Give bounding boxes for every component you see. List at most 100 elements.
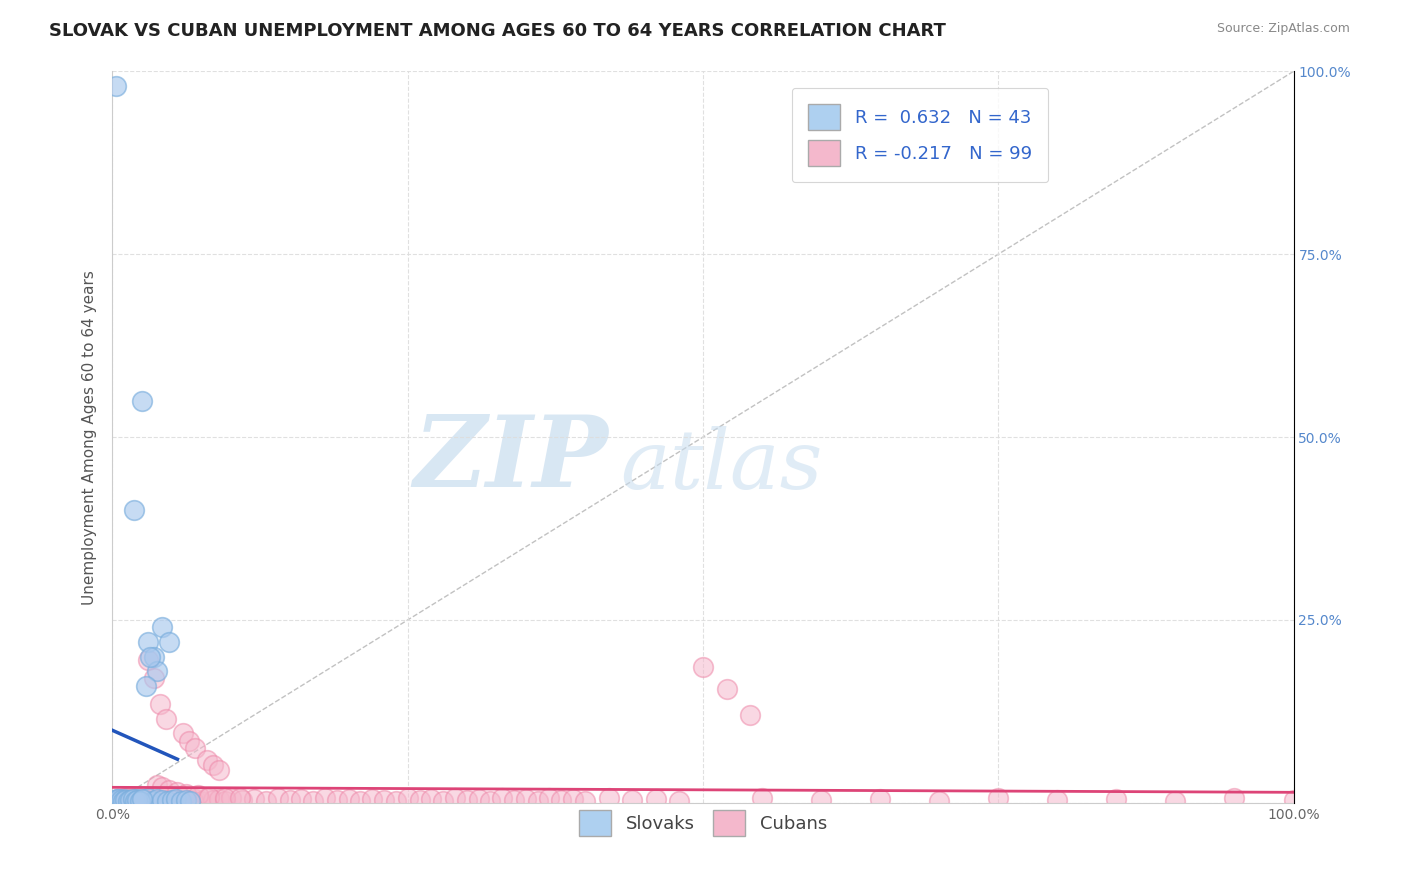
Point <box>385 794 408 808</box>
Point <box>716 682 738 697</box>
Point <box>302 794 325 808</box>
Point <box>208 763 231 777</box>
Point <box>155 790 177 805</box>
Point <box>136 791 159 805</box>
Point <box>112 794 135 808</box>
Point <box>174 793 197 807</box>
Point <box>111 793 134 807</box>
Point <box>104 793 127 807</box>
Point <box>396 791 419 805</box>
Point <box>149 792 172 806</box>
Point <box>118 793 141 807</box>
Point <box>142 649 165 664</box>
Point <box>131 792 153 806</box>
Point <box>598 791 620 805</box>
Point <box>174 787 197 801</box>
Point <box>491 791 513 805</box>
Point <box>132 793 155 807</box>
Point <box>110 793 132 807</box>
Point <box>142 794 165 808</box>
Point <box>146 664 169 678</box>
Y-axis label: Unemployment Among Ages 60 to 64 years: Unemployment Among Ages 60 to 64 years <box>82 269 97 605</box>
Point <box>157 793 180 807</box>
Point <box>122 503 145 517</box>
Point <box>136 653 159 667</box>
Point <box>214 790 236 805</box>
Point <box>155 712 177 726</box>
Point <box>125 794 148 808</box>
Point <box>869 792 891 806</box>
Point <box>112 791 135 805</box>
Point <box>150 794 173 808</box>
Point <box>987 791 1010 805</box>
Point <box>1046 793 1069 807</box>
Point <box>127 793 149 807</box>
Point <box>120 793 142 807</box>
Point <box>150 780 173 794</box>
Point <box>201 757 224 772</box>
Point <box>136 635 159 649</box>
Point <box>111 793 134 807</box>
Point <box>120 793 142 807</box>
Point <box>692 660 714 674</box>
Point <box>181 794 204 808</box>
Legend: Slovaks, Cubans: Slovaks, Cubans <box>569 801 837 845</box>
Point <box>150 793 173 807</box>
Point <box>810 793 832 807</box>
Point <box>105 792 128 806</box>
Point <box>254 794 277 808</box>
Point <box>526 794 548 808</box>
Point <box>135 792 157 806</box>
Point <box>278 793 301 807</box>
Point <box>112 794 135 808</box>
Point <box>1223 790 1246 805</box>
Point <box>122 792 145 806</box>
Point <box>538 790 561 805</box>
Point <box>139 794 162 808</box>
Point <box>166 794 188 808</box>
Point <box>146 792 169 806</box>
Point <box>231 793 253 807</box>
Point <box>550 793 572 807</box>
Point <box>1105 792 1128 806</box>
Point <box>515 792 537 806</box>
Point <box>146 778 169 792</box>
Point <box>267 790 290 805</box>
Point <box>361 792 384 806</box>
Point <box>1282 793 1305 807</box>
Point <box>503 793 526 807</box>
Point <box>166 785 188 799</box>
Point <box>574 794 596 808</box>
Point <box>337 792 360 806</box>
Point <box>160 792 183 806</box>
Point <box>314 791 336 805</box>
Point <box>157 782 180 797</box>
Point <box>118 789 141 804</box>
Point <box>131 393 153 408</box>
Point <box>214 794 236 808</box>
Text: Source: ZipAtlas.com: Source: ZipAtlas.com <box>1216 22 1350 36</box>
Point <box>121 792 143 806</box>
Point <box>349 794 371 808</box>
Point <box>120 792 142 806</box>
Point <box>160 793 183 807</box>
Point <box>139 649 162 664</box>
Point <box>1164 794 1187 808</box>
Point <box>136 791 159 805</box>
Point <box>432 794 454 808</box>
Text: SLOVAK VS CUBAN UNEMPLOYMENT AMONG AGES 60 TO 64 YEARS CORRELATION CHART: SLOVAK VS CUBAN UNEMPLOYMENT AMONG AGES … <box>49 22 946 40</box>
Point <box>184 740 207 755</box>
Point <box>127 794 149 808</box>
Point <box>172 726 194 740</box>
Point <box>142 672 165 686</box>
Point <box>105 794 128 808</box>
Point <box>156 794 179 808</box>
Point <box>107 792 129 806</box>
Point <box>142 789 165 804</box>
Point <box>146 793 169 807</box>
Point <box>479 794 502 808</box>
Point <box>444 790 467 805</box>
Point <box>127 790 149 805</box>
Point <box>120 794 142 808</box>
Point <box>128 794 150 808</box>
